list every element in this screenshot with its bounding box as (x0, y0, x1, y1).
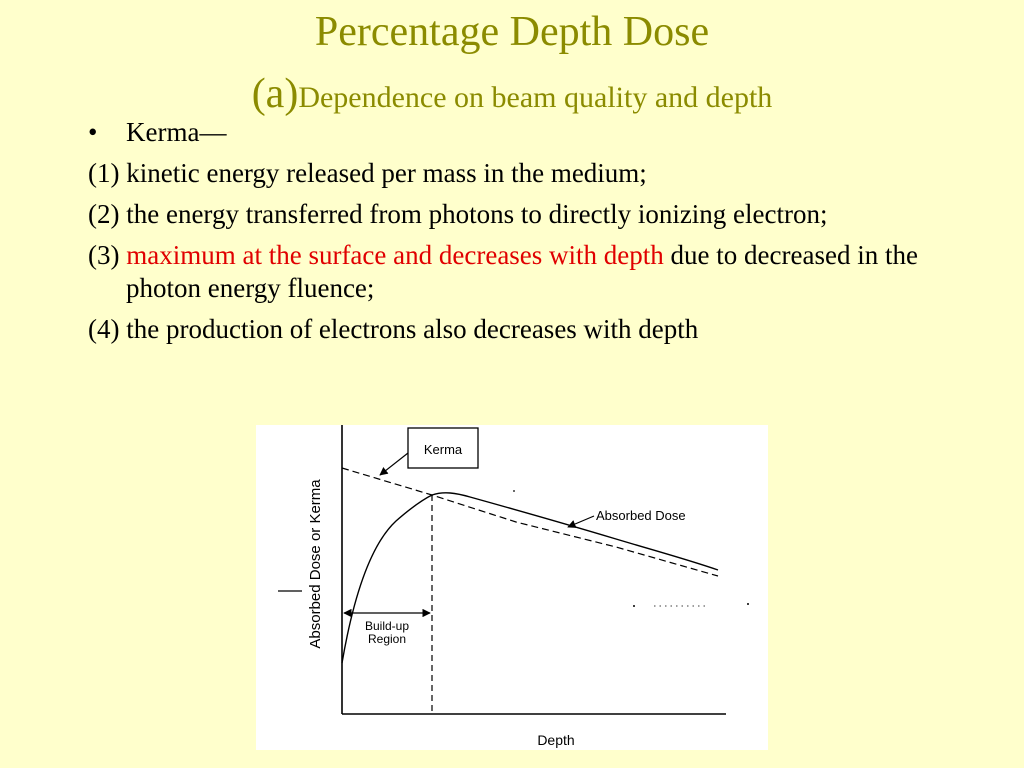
depth-dose-diagram: Kerma Absorbed Dose Build-up Region Abso… (278, 425, 749, 748)
bullet-heading: • Kerma— (88, 116, 948, 149)
bullet-dot-icon: • (88, 117, 98, 147)
buildup-label-line2: Region (368, 632, 406, 646)
depth-dose-figure: Kerma Absorbed Dose Build-up Region Abso… (256, 425, 768, 750)
subtitle-prefix: (a) (251, 71, 299, 117)
list-item-2: (2) the energy transferred from photons … (88, 199, 828, 229)
scan-speck (633, 605, 635, 607)
scan-speck (747, 603, 749, 605)
kerma-label: Kerma (424, 442, 463, 457)
list-item-3-prefix: (3) (88, 240, 127, 270)
absorbed-dose-label: Absorbed Dose (596, 508, 686, 523)
bullet-list: • Kerma— (1) kinetic energy released per… (88, 116, 948, 354)
x-axis-label: Depth (537, 732, 574, 748)
kerma-pointer-arrow (379, 452, 409, 476)
bullet-heading-text: Kerma— (126, 117, 227, 147)
kerma-label-box (407, 427, 479, 469)
list-item-3-highlight: maximum at the surface and decreases wit… (126, 240, 664, 270)
list-item-3-suffix: due to decreased in the photon energy fl… (126, 240, 918, 303)
scan-speck (513, 490, 515, 492)
list-item-4: (4) the production of electrons also dec… (88, 314, 699, 344)
absorbed-dose-pointer-arrow (567, 515, 595, 528)
subtitle-text: Dependence on beam quality and depth (298, 81, 773, 114)
absorbed-dose-curve (341, 492, 719, 664)
list-item-1: (1) kinetic energy released per mass in … (88, 158, 647, 188)
kerma-curve (341, 467, 719, 577)
slide-title: Percentage Depth Dose (314, 9, 710, 55)
list-item-3: (3) maximum at the surface and decreases… (88, 239, 948, 305)
y-axis-label: Absorbed Dose or Kerma (307, 479, 324, 649)
slide-subtitle: (a)Dependence on beam quality and depth (0, 70, 1024, 122)
buildup-label-line1: Build-up (365, 619, 409, 633)
